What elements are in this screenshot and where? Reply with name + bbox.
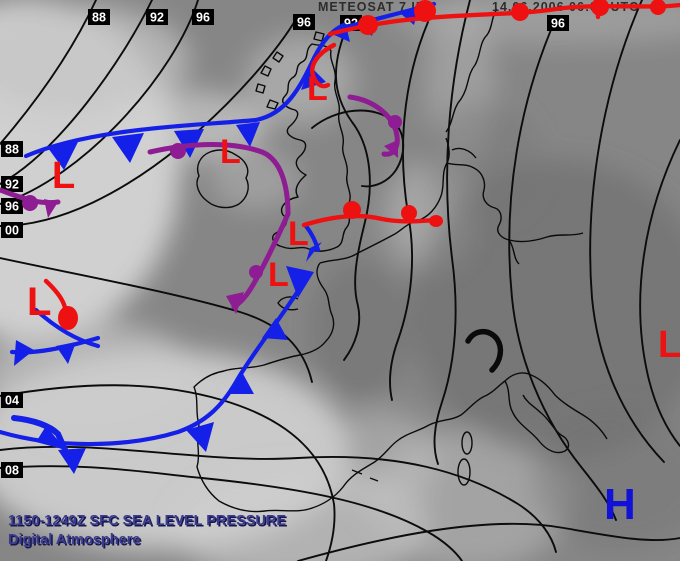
low-center-3: L bbox=[307, 70, 328, 108]
isobar-labels: 88 92 96 96 92 96 88 92 96 00 04 08 bbox=[1, 9, 569, 478]
coast-scottish-isles bbox=[255, 31, 325, 110]
warm-front-scotland-curl bbox=[310, 42, 337, 89]
coast-balearics bbox=[351, 469, 379, 482]
svg-text:88: 88 bbox=[92, 11, 106, 25]
coast-brittany bbox=[277, 296, 299, 311]
coast-ireland bbox=[196, 149, 249, 209]
svg-text:92: 92 bbox=[5, 178, 19, 192]
coast-norway bbox=[445, 8, 498, 159]
occluded-fronts bbox=[0, 94, 402, 314]
svg-text:04: 04 bbox=[5, 394, 19, 408]
svg-text:96: 96 bbox=[196, 11, 210, 25]
warm-front-top bbox=[327, 0, 680, 37]
coast-sardinia bbox=[457, 458, 471, 486]
high-center: H bbox=[604, 480, 636, 529]
isobar-label-left-96: 96 bbox=[1, 198, 23, 214]
cold-front-southwest-wave bbox=[9, 307, 101, 366]
pressure-centers: L L L L L L L H bbox=[27, 70, 680, 529]
coast-france-iberia-med bbox=[193, 262, 570, 513]
svg-text:96: 96 bbox=[297, 16, 311, 30]
occluded-front-left-edge bbox=[0, 187, 61, 218]
occluded-front-norway bbox=[347, 94, 402, 158]
low-center-1: L bbox=[52, 155, 75, 197]
coast-great-britain bbox=[272, 43, 351, 252]
isobar-label-top-92: 92 bbox=[146, 9, 168, 25]
cold-front-channel-bit bbox=[303, 223, 322, 262]
coast-denmark-baltic bbox=[446, 162, 584, 265]
isobar-label-top-88: 88 bbox=[88, 9, 110, 25]
isobar-label-top-96b: 96 bbox=[293, 14, 315, 30]
footer-product-label: 1150-1249Z SFC SEA LEVEL PRESSURE bbox=[8, 513, 286, 529]
isobar-label-top-96c: 96 bbox=[547, 15, 569, 31]
isobar-label-top-96a: 96 bbox=[192, 9, 214, 25]
low-center-5: L bbox=[268, 256, 289, 294]
footer-software-shadow: Digital Atmosphere bbox=[10, 534, 142, 550]
footer-software-label: Digital Atmosphere bbox=[8, 532, 140, 548]
isobar-label-left-88: 88 bbox=[1, 141, 23, 157]
isobar-label-left-08: 08 bbox=[1, 462, 23, 478]
footer: 1150-1249Z SFC SEA LEVEL PRESSURE 1150-1… bbox=[8, 513, 288, 550]
svg-text:00: 00 bbox=[5, 224, 19, 238]
low-center-2: L bbox=[220, 133, 241, 171]
coast-adriatic bbox=[504, 372, 608, 440]
warm-front-southwest bbox=[43, 278, 78, 330]
footer-product-shadow: 1150-1249Z SFC SEA LEVEL PRESSURE bbox=[10, 515, 288, 531]
coast-corsica bbox=[461, 431, 473, 455]
svg-text:08: 08 bbox=[5, 464, 19, 478]
trough-line bbox=[465, 329, 504, 373]
warm-front-north-sea bbox=[301, 201, 443, 228]
occluded-front-ireland-biscay bbox=[147, 142, 291, 314]
isobar-label-left-92: 92 bbox=[1, 176, 23, 192]
isobar-label-left-00: 00 bbox=[1, 222, 23, 238]
svg-text:96: 96 bbox=[5, 200, 19, 214]
low-center-6: L bbox=[27, 280, 51, 324]
cold-front-left-tail bbox=[11, 415, 69, 455]
header-satellite-label: METEOSAT 7 IR bbox=[318, 0, 426, 14]
isobar-label-left-04: 04 bbox=[1, 392, 23, 408]
svg-text:92: 92 bbox=[150, 11, 164, 25]
svg-text:96: 96 bbox=[551, 17, 565, 31]
low-center-4: L bbox=[288, 215, 309, 253]
low-center-7: L bbox=[658, 324, 680, 366]
warm-fronts bbox=[43, 0, 680, 330]
svg-text:88: 88 bbox=[5, 143, 19, 157]
